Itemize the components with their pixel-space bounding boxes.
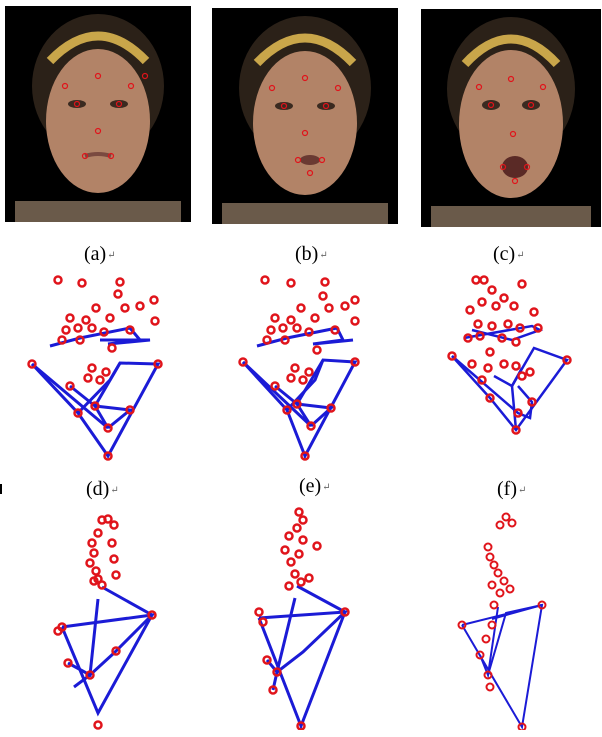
face-photo-b (212, 8, 398, 224)
caption-e: (e)↵ (299, 475, 331, 497)
landmark-markers-b (238, 275, 360, 461)
landmark-plot-d (53, 514, 157, 730)
skeleton-lines-d (60, 585, 157, 717)
caption-c: (c)↵ (493, 243, 525, 265)
landmark-markers-c (447, 275, 572, 435)
caption-b: (b)↵ (295, 243, 328, 265)
landmark-markers-e (254, 507, 350, 730)
caption-a: (a)↵ (84, 243, 116, 265)
return-mark: ↵ (319, 250, 328, 261)
landmark-markers-f (457, 512, 547, 730)
landmark-plot-f (457, 512, 547, 730)
landmark-markers-d (53, 514, 157, 730)
return-mark: ↵ (107, 250, 116, 261)
caption-f: (f)↵ (497, 478, 527, 500)
skeleton-lines-a (30, 326, 161, 459)
landmark-plot-c (447, 275, 572, 435)
face-photo-a (5, 6, 191, 222)
return-mark: ↵ (517, 485, 527, 496)
stray-mark (0, 484, 2, 494)
landmark-plot-a (27, 275, 163, 461)
landmark-plot-e (254, 507, 350, 730)
landmark-markers-a (27, 275, 163, 461)
return-mark: ↵ (322, 482, 331, 493)
return-mark: ↵ (516, 250, 525, 261)
skeleton-lines-f (461, 603, 544, 730)
face-illustration-b (212, 8, 398, 224)
landmark-plot-b (238, 275, 360, 461)
caption-d: (d)↵ (86, 478, 119, 500)
face-photo-c (421, 9, 601, 227)
skeleton-lines-b (241, 326, 358, 460)
skeleton-lines-e (257, 584, 350, 730)
return-mark: ↵ (110, 485, 119, 496)
face-illustration-a (5, 6, 191, 222)
face-illustration-c (421, 9, 601, 227)
